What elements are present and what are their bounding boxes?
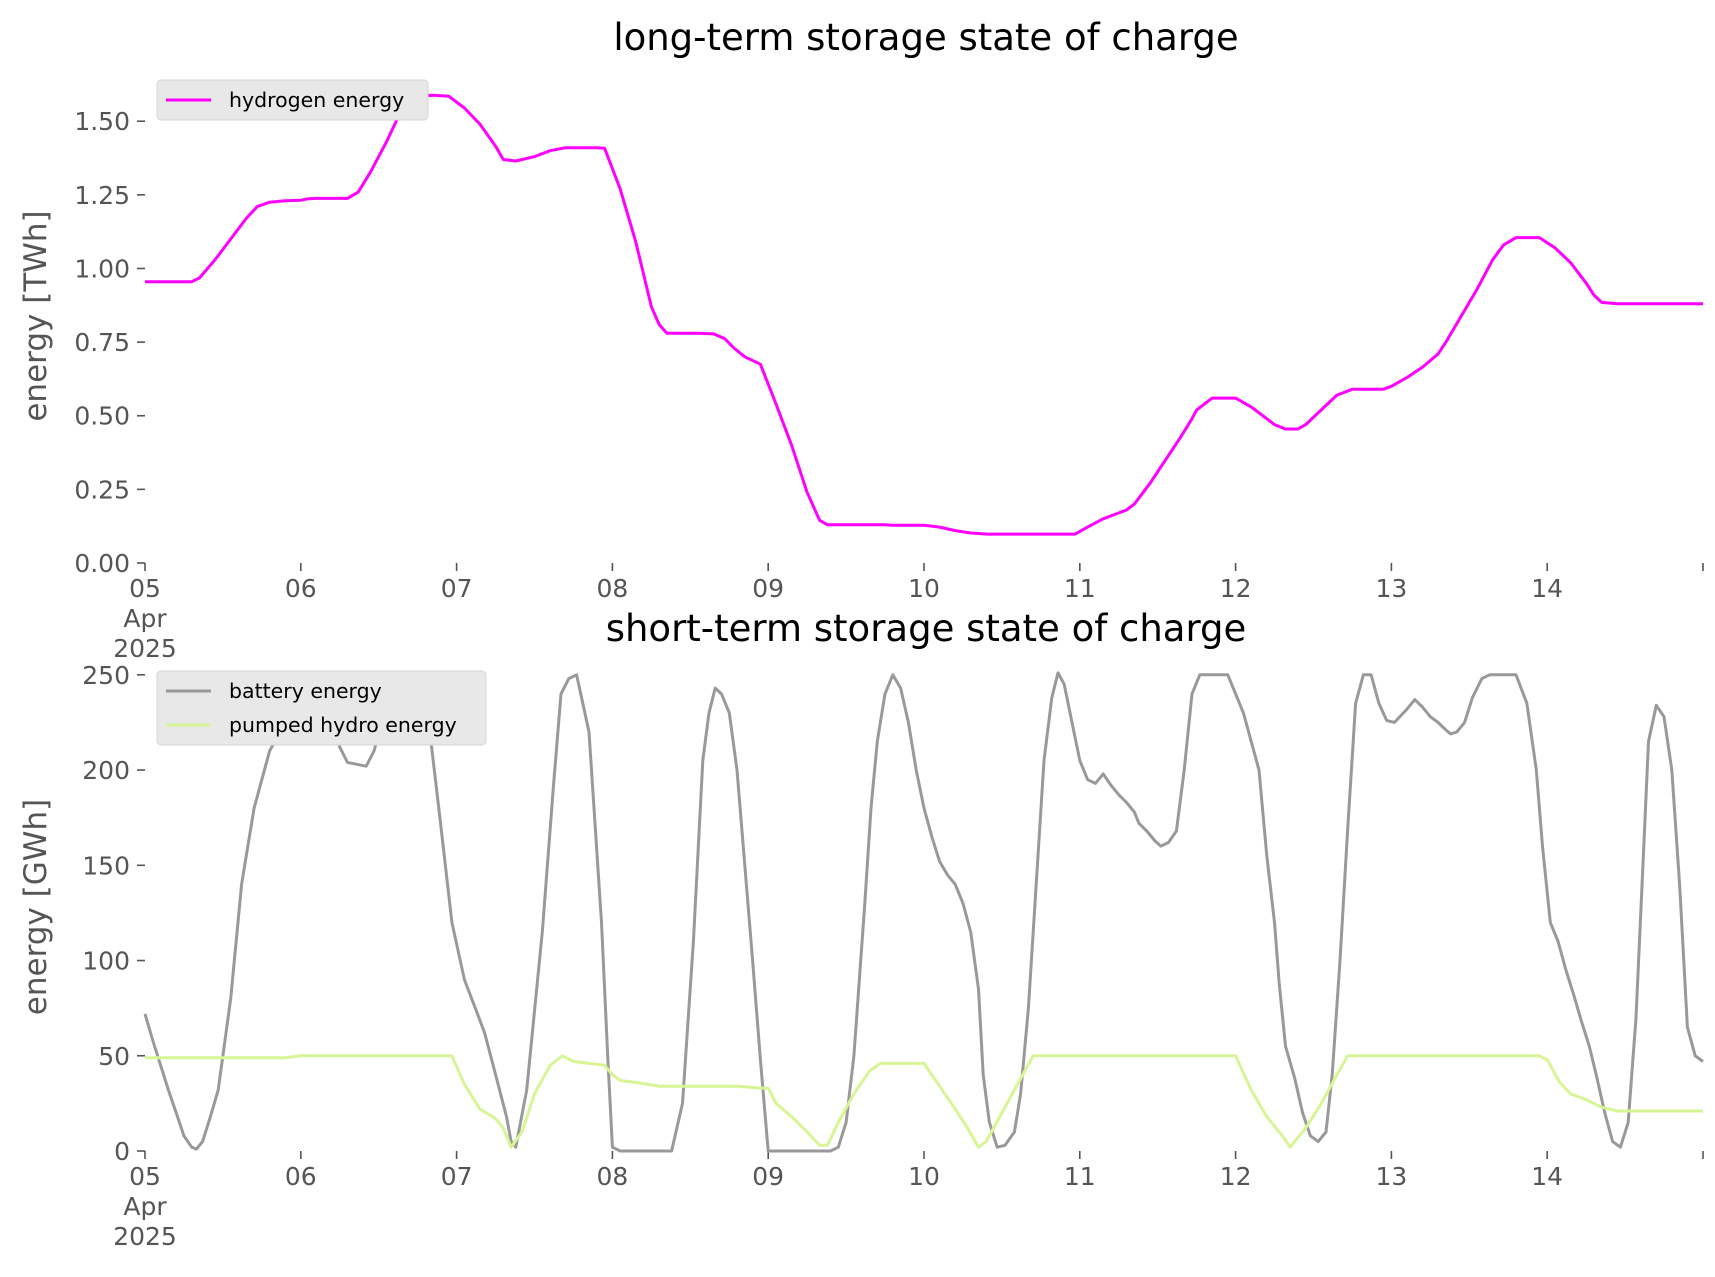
y-tick-label: 1.50 xyxy=(74,107,130,136)
y-tick-label: 0.75 xyxy=(74,328,130,357)
y-ticks-short-term: 0 50 100 150 200 250 xyxy=(82,661,145,1166)
legend-long-term: hydrogen energy xyxy=(156,79,429,121)
legend-label: battery energy xyxy=(229,679,382,703)
x-tick-label: 09 xyxy=(752,1162,784,1191)
x-tick-label: 08 xyxy=(596,574,628,603)
chart-title-long-term: long-term storage state of charge xyxy=(613,16,1238,59)
y-tick-label: 0.25 xyxy=(74,475,130,504)
x-tick-sublabel: Apr xyxy=(123,604,167,633)
y-tick-label: 0 xyxy=(114,1137,130,1166)
x-tick-label: 05 xyxy=(129,1162,161,1191)
x-tick-sublabel: 2025 xyxy=(113,1222,177,1251)
y-tick-label: 200 xyxy=(82,756,130,785)
legend-short-term: battery energy pumped hydro energy xyxy=(156,670,487,746)
series-line xyxy=(145,93,1703,536)
x-tick-label: 14 xyxy=(1531,1162,1563,1191)
y-ticks-long-term: 0.00 0.25 0.50 0.75 1.00 1.25 1.50 xyxy=(74,107,145,578)
y-tick-label: 0.50 xyxy=(74,402,130,431)
y-tick-label: 1.00 xyxy=(74,254,130,283)
x-tick-label: 12 xyxy=(1220,1162,1252,1191)
x-tick-label: 10 xyxy=(908,1162,940,1191)
y-axis-label-long-term: energy [TWh] xyxy=(18,210,54,421)
y-tick-label: 100 xyxy=(82,947,130,976)
y-tick-label: 1.25 xyxy=(74,181,130,210)
chart-title-short-term: short-term storage state of charge xyxy=(606,607,1247,650)
x-tick-label: 10 xyxy=(908,574,940,603)
legend-box xyxy=(156,79,429,121)
x-tick-label: 11 xyxy=(1064,574,1096,603)
long-term-chart: long-term storage state of charge energy… xyxy=(18,16,1704,663)
x-tick-label: 11 xyxy=(1064,1162,1096,1191)
x-tick-sublabel: Apr xyxy=(123,1192,167,1221)
plot-area-long-term xyxy=(145,93,1703,536)
x-tick-label: 14 xyxy=(1531,574,1563,603)
series-line xyxy=(145,1054,1703,1149)
y-axis-label-short-term: energy [GWh] xyxy=(18,799,54,1015)
x-tick-label: 06 xyxy=(285,1162,317,1191)
x-tick-label: 13 xyxy=(1375,574,1407,603)
x-tick-label: 06 xyxy=(285,574,317,603)
x-tick-label: 08 xyxy=(596,1162,628,1191)
y-tick-label: 0.00 xyxy=(74,549,130,578)
x-tick-label: 05 xyxy=(129,574,161,603)
y-tick-label: 150 xyxy=(82,851,130,880)
x-tick-label: 09 xyxy=(752,574,784,603)
y-tick-label: 250 xyxy=(82,661,130,690)
x-tick-label: 13 xyxy=(1375,1162,1407,1191)
short-term-chart: short-term storage state of charge energ… xyxy=(18,607,1704,1251)
legend-label: pumped hydro energy xyxy=(229,713,457,737)
x-tick-sublabel: 2025 xyxy=(113,634,177,663)
y-tick-label: 50 xyxy=(98,1042,130,1071)
legend-box xyxy=(156,670,487,746)
x-tick-label: 07 xyxy=(441,574,473,603)
legend-label: hydrogen energy xyxy=(229,88,404,112)
x-tick-label: 12 xyxy=(1220,574,1252,603)
x-tick-label: 07 xyxy=(441,1162,473,1191)
